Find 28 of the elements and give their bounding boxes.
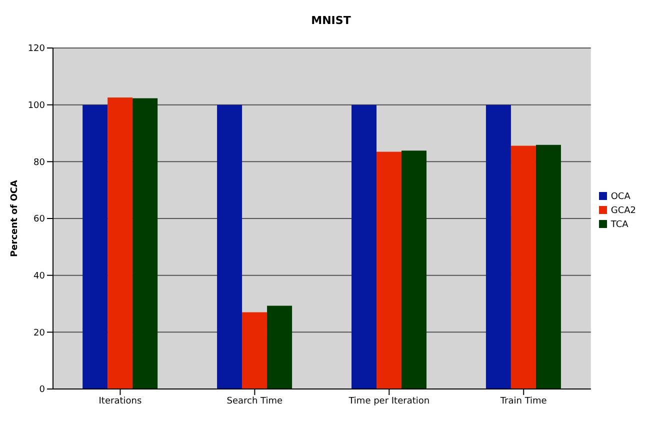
y-tick-label: 40 <box>34 272 46 282</box>
bar <box>510 146 536 389</box>
y-axis-title: Percent of OCA <box>10 180 20 257</box>
y-tick-label: 20 <box>34 328 46 338</box>
x-tick-label: Iterations <box>98 396 142 406</box>
bar <box>242 312 268 389</box>
y-tick-label: 60 <box>34 214 46 225</box>
y-tick-label: 100 <box>28 101 46 112</box>
y-tick-label: 0 <box>39 385 46 396</box>
legend-label: TCA <box>610 220 628 230</box>
legend-label: GCA2 <box>610 206 636 216</box>
bar <box>402 150 427 389</box>
bar <box>536 144 561 389</box>
y-tick-label: 120 <box>28 44 46 54</box>
legend-label: OCA <box>610 192 630 202</box>
y-tick-label: 80 <box>34 158 46 168</box>
bar <box>352 104 377 389</box>
bar <box>486 104 511 389</box>
x-tick-label: Search Time <box>226 396 284 406</box>
bar <box>267 306 292 389</box>
bar <box>132 98 158 389</box>
bar <box>108 97 133 389</box>
x-tick-label: Time per Iteration <box>348 396 430 406</box>
chart-title: MNIST <box>310 14 352 27</box>
bar <box>217 104 242 389</box>
x-tick-label: Train Time <box>499 396 548 406</box>
bar <box>82 104 108 389</box>
bar <box>376 152 402 389</box>
